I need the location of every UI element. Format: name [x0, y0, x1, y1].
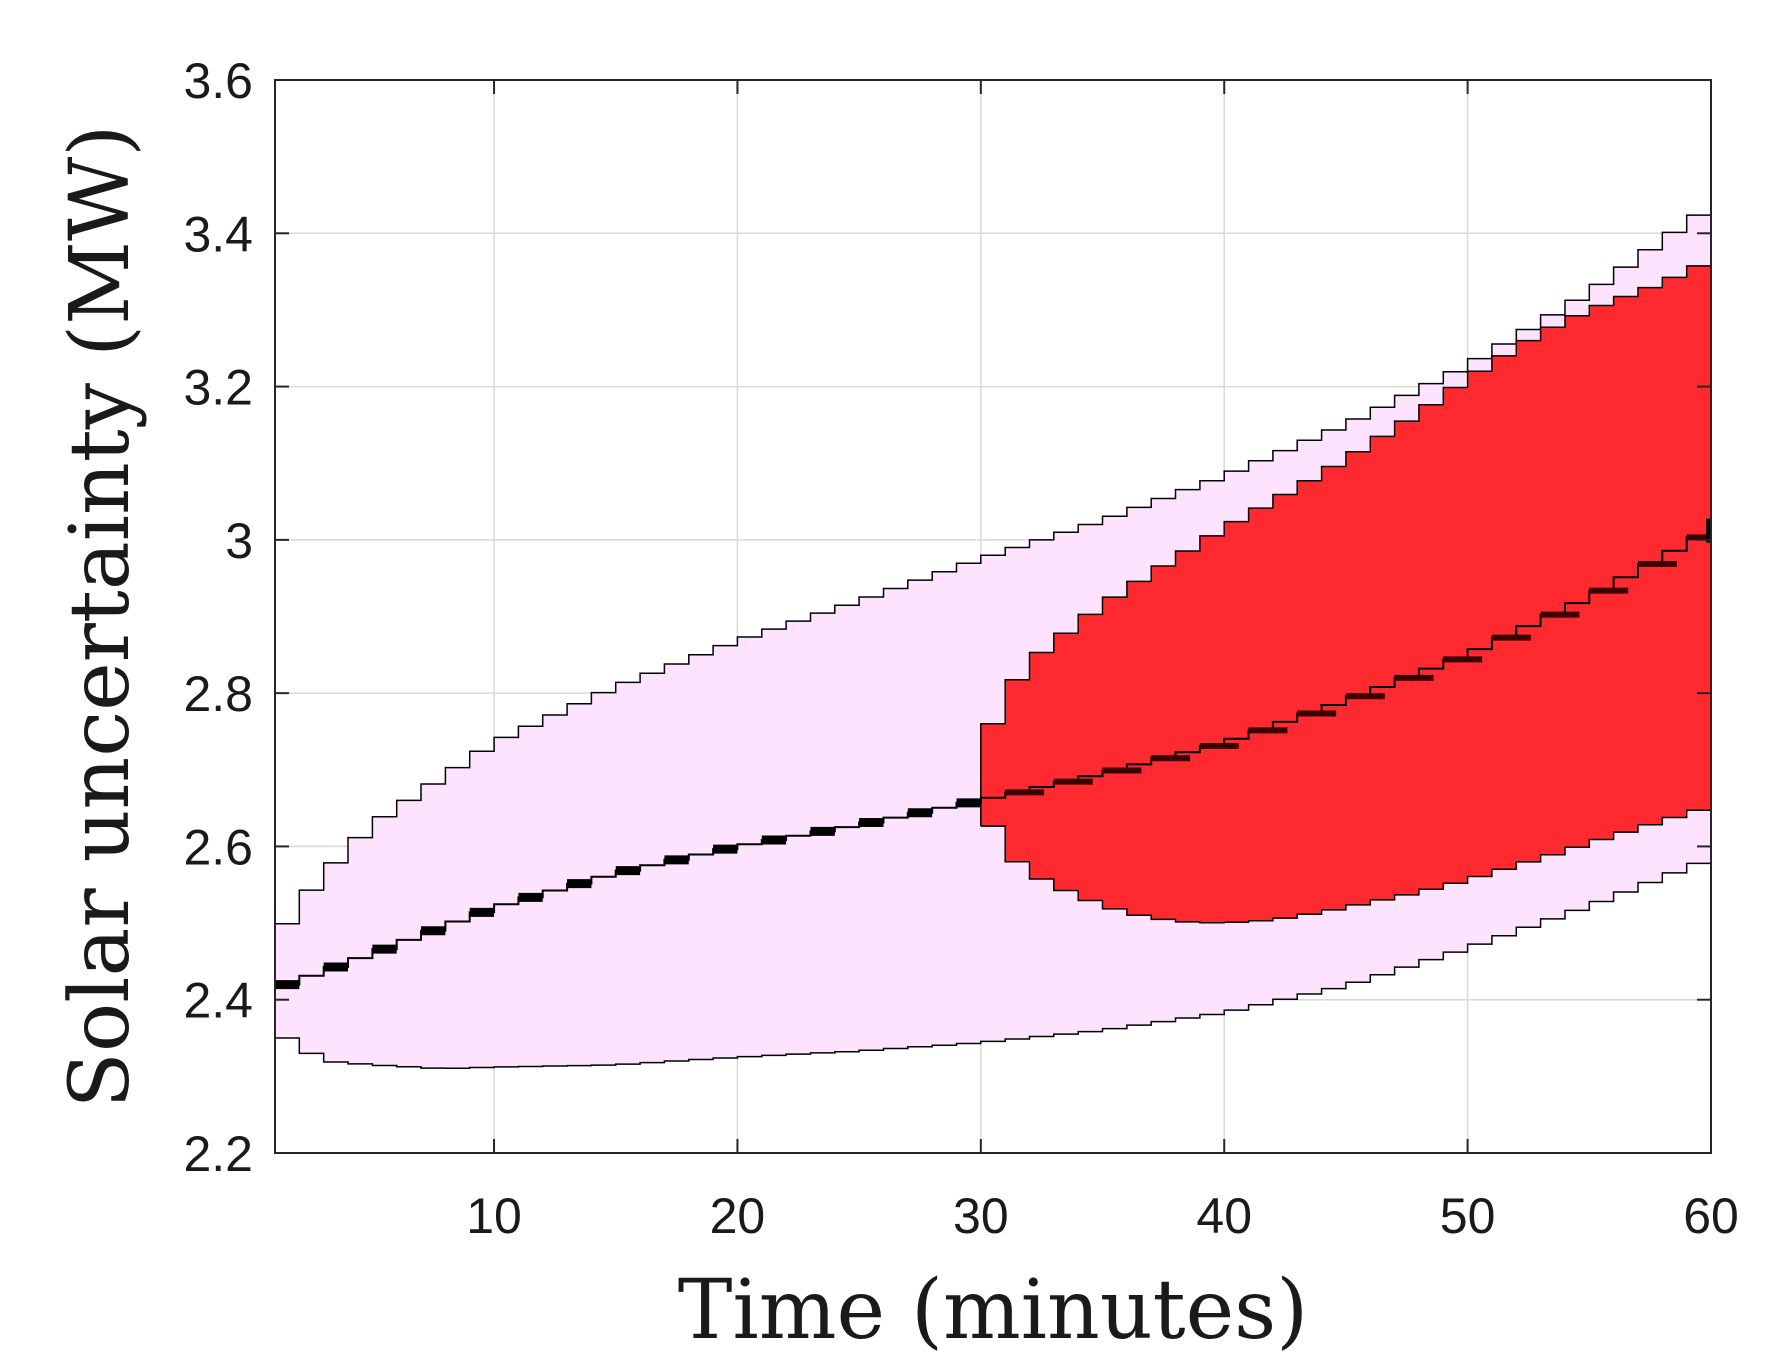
- y-axis-title: Solar uncertainty (MW): [53, 125, 148, 1109]
- plot-area: [275, 214, 1712, 1070]
- x-tick-label: 10: [466, 1188, 522, 1244]
- x-tick-label: 40: [1196, 1188, 1252, 1244]
- x-axis-title: Time (minutes): [678, 1263, 1308, 1358]
- y-tick-label: 2.2: [183, 1126, 253, 1182]
- y-tick-label: 2.8: [183, 666, 253, 722]
- outer-band-upper-edge: [275, 214, 1711, 925]
- x-tick-label: 50: [1440, 1188, 1496, 1244]
- axis-ticks: 10 20 30 40 50 60 2.2 2.4 2.6 2.8 3 3.2 3.4 3.6: [183, 53, 1738, 1244]
- x-tick-label: 60: [1683, 1188, 1739, 1244]
- y-tick-label: 3.4: [183, 206, 253, 262]
- y-tick-label: 3.6: [183, 53, 253, 109]
- x-tick-label: 30: [953, 1188, 1009, 1244]
- x-tick-label: 20: [710, 1188, 766, 1244]
- inner-band-lower-edge: [980, 809, 1711, 924]
- axes-frame: [274, 79, 1712, 1154]
- y-tick-label: 3.2: [183, 360, 253, 416]
- inner-band-upper-edge: [980, 265, 1711, 827]
- y-tick-label: 2.4: [183, 973, 253, 1029]
- y-tick-label: 3: [225, 513, 253, 569]
- outer-band-lower-edge: [275, 862, 1711, 1070]
- y-tick-label: 2.6: [183, 819, 253, 875]
